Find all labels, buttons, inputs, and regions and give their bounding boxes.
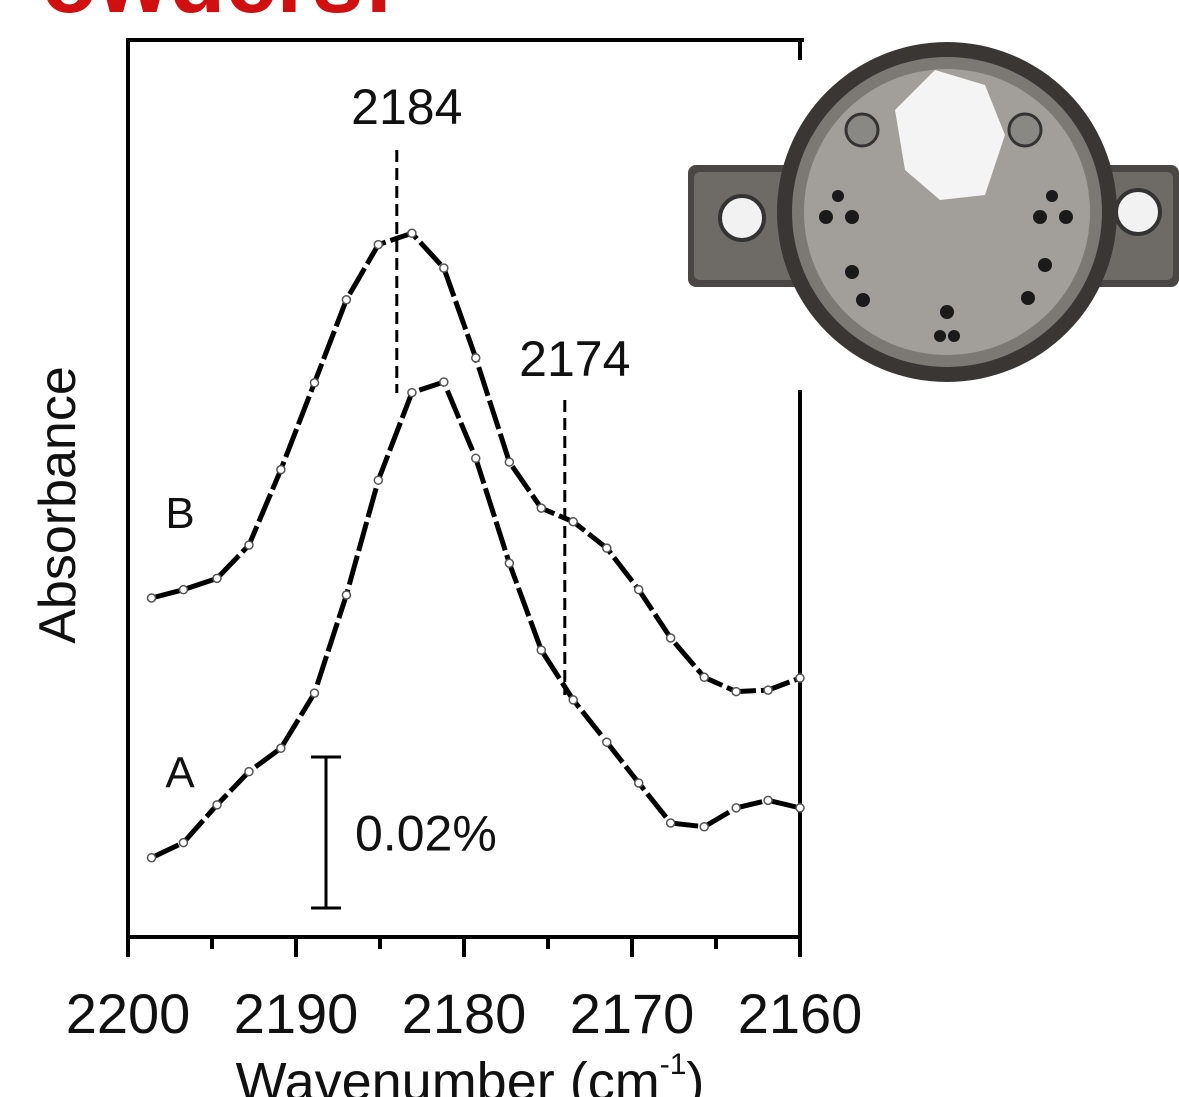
data-point <box>665 818 676 828</box>
peak-label: 2184 <box>351 79 462 135</box>
data-point <box>309 378 320 388</box>
data-point <box>407 387 417 398</box>
data-point <box>439 263 449 273</box>
x-tick-label: 2170 <box>570 982 695 1045</box>
data-point <box>178 584 189 595</box>
peak-label: 2174 <box>519 331 630 387</box>
data-point <box>536 503 547 513</box>
sample-holder-photo <box>688 42 1179 390</box>
series-label: B <box>165 489 194 538</box>
data-point <box>341 590 352 600</box>
data-point <box>146 593 157 603</box>
data-point <box>146 852 157 863</box>
x-axis-label-superscript: -1 <box>660 1048 687 1081</box>
data-point <box>276 464 286 475</box>
data-point <box>373 239 384 250</box>
data-point <box>178 837 189 848</box>
data-point <box>633 584 644 595</box>
plot-area: 2200 2190 2180 2170 2160 Wavenumber (cm-1) Abs… <box>29 38 862 1097</box>
data-point <box>212 800 222 810</box>
series-label: A <box>165 749 195 798</box>
data-point <box>763 685 773 695</box>
data-point <box>504 457 515 467</box>
data-point <box>244 766 254 777</box>
data-point <box>665 633 676 643</box>
data-point <box>536 645 547 655</box>
data-point <box>568 695 578 705</box>
data-point <box>439 377 449 387</box>
x-axis-label-suffix: ) <box>686 1052 704 1097</box>
x-tick-label: 2160 <box>738 982 863 1045</box>
x-tick-label: 2200 <box>66 982 191 1045</box>
scale-bar-label: 0.02% <box>355 805 497 861</box>
data-point <box>602 543 612 553</box>
data-point <box>407 228 417 239</box>
data-point <box>504 558 515 568</box>
data-point <box>212 573 222 584</box>
data-point <box>471 453 481 464</box>
data-point <box>699 822 709 832</box>
page-title: Powders: <box>0 0 394 32</box>
data-point <box>731 686 741 697</box>
data-point <box>309 688 320 698</box>
x-axis-label: Wavenumber (cm-1) <box>236 1048 705 1097</box>
x-tick-label: 2190 <box>234 982 359 1045</box>
data-point <box>731 803 741 813</box>
data-point <box>602 737 612 747</box>
data-point <box>471 353 481 363</box>
data-point <box>341 294 352 305</box>
data-point <box>699 672 709 683</box>
x-tick-label: 2180 <box>402 982 527 1045</box>
data-point <box>568 516 578 527</box>
data-point <box>633 778 644 788</box>
x-axis-label-text: Wavenumber (cm <box>236 1052 660 1097</box>
data-point <box>373 475 384 485</box>
data-point <box>795 673 805 683</box>
data-point <box>276 743 286 753</box>
data-point <box>244 540 254 550</box>
series-line <box>150 378 801 860</box>
y-axis-label: Absorbance <box>29 366 87 644</box>
data-point <box>795 803 805 813</box>
data-point <box>763 795 773 806</box>
